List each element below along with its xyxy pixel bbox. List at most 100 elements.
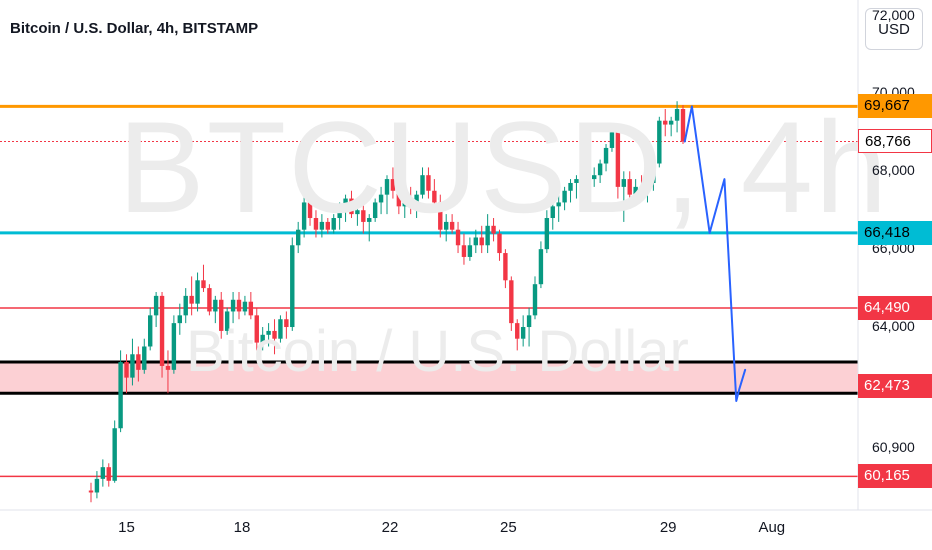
candle [574,175,579,199]
candle-body [615,132,621,187]
candle-body [556,202,561,207]
candle [337,202,342,230]
candle-body [195,280,200,304]
candle [148,307,153,351]
candle-body [278,319,283,339]
candle [165,350,171,394]
projection-line [683,105,747,402]
price-tag: 69,667 [858,94,932,119]
candle-body [165,365,171,370]
price-tag: 62,473 [858,374,932,399]
candle-body [621,179,626,187]
candle [260,327,265,351]
candles [88,101,686,503]
y-tick-label: 68,000 [872,162,915,179]
candle-body [266,330,271,335]
candle [88,482,94,503]
candle-body [284,319,289,328]
y-tick-label: 64,000 [872,318,915,335]
candle [124,354,129,394]
candle-body [219,299,224,331]
candle [597,159,603,183]
candle [384,175,390,215]
candle-body [473,237,478,246]
candle [550,198,555,230]
x-tick-label: 22 [381,519,399,536]
candle [420,167,425,199]
candle-body [550,206,555,219]
candle [426,167,431,199]
currency-button[interactable]: USD [865,8,923,50]
candle-body [171,323,177,370]
candle [112,420,117,483]
candle-body [290,245,295,328]
candle [118,350,123,433]
candle-body [248,301,254,316]
candle [473,229,478,254]
candle-body [674,109,680,121]
candle-body [479,237,484,246]
price-levels [0,104,858,478]
candle [497,229,502,261]
candle [390,167,396,199]
candle [361,202,366,234]
candle-body [491,225,496,234]
candle [414,190,419,219]
candle-body [183,295,188,316]
candle [657,116,662,168]
candle-body [592,175,597,180]
candle [100,459,106,487]
candle [207,284,212,316]
candle-body [236,299,242,312]
candle [627,171,632,203]
candle-body [118,362,123,429]
candle-body [633,186,638,195]
candle-body [136,354,141,370]
candle [189,276,194,316]
candle [177,303,182,335]
candle [449,214,455,234]
candle [680,105,686,145]
y-tick-label: 72,000 [872,6,915,23]
candle [307,194,313,226]
candle-body [568,182,573,191]
x-tick-label: 15 [118,519,135,536]
candle-body [609,132,615,148]
candle-body [532,284,538,316]
candle-body [94,478,100,493]
candle-body [272,330,277,339]
candle [106,463,111,487]
candle-body [651,163,656,183]
price-tag: 64,490 [858,295,932,320]
candle [603,144,609,172]
candle [325,218,330,234]
candle-body [367,218,372,222]
candle-body [449,221,455,230]
candle-body [384,179,390,195]
candle-body [426,175,431,191]
candle-body [296,229,301,246]
candle [592,167,597,187]
candle [615,124,621,199]
candle-body [148,315,153,347]
candle [668,116,674,137]
candle-body [130,354,135,378]
candle-body [325,221,330,230]
candle [142,338,147,374]
candle [213,295,218,324]
candle [284,311,289,339]
x-tick-label: 29 [659,519,677,536]
candle [444,214,449,242]
candle [580,171,585,195]
candle [372,198,378,222]
candle-body [100,467,106,479]
candle-body [260,334,265,343]
candle [645,179,650,203]
price-tag: 60,165 [858,464,932,489]
candle-body [189,295,194,304]
candle [367,214,372,242]
candle [455,221,461,254]
candle-body [112,428,117,481]
candle-body [313,218,319,230]
